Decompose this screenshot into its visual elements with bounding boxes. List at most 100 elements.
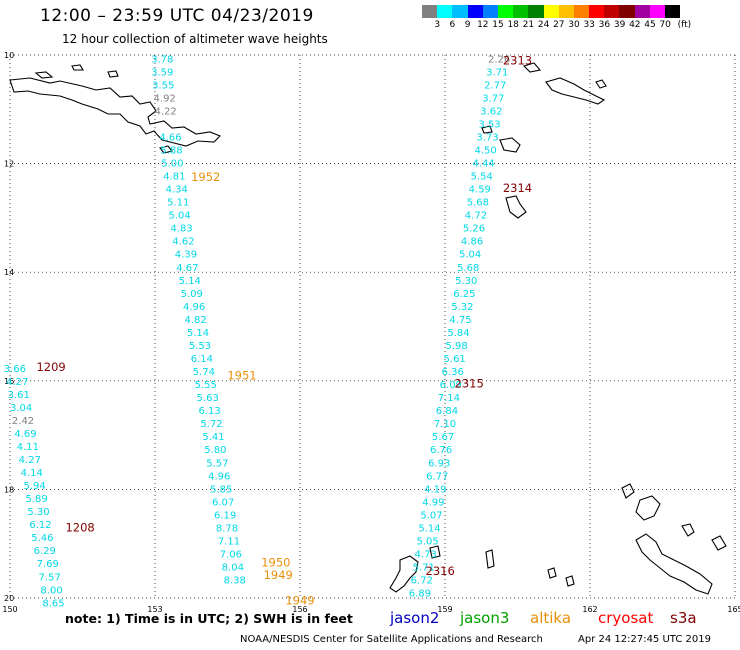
altimeter-tracks: 3.78 3.59 3.55 4.92 4.22 4.66 5.88 5.00 4.81 4.34… [4, 54, 511, 609]
axis-ticks: 150 153 156 159 162 165 10 12 14 16 18 20 [2, 51, 740, 614]
coastline [71, 64, 84, 71]
coastline [635, 533, 713, 595]
pass-time-label: 1952 [191, 170, 220, 184]
coastline [522, 62, 542, 73]
swh-value: 7.69 [37, 559, 59, 570]
swh-value: 6.72 [411, 576, 433, 587]
swh-value: 7.11 [218, 536, 240, 547]
legend-swatch [619, 5, 635, 18]
swh-value: 6.89 [409, 589, 431, 600]
legend-label: 24 [537, 20, 550, 30]
legend-swatch [543, 5, 559, 18]
swh-value: 5.04 [459, 250, 481, 261]
swh-value: 5.71 [413, 563, 435, 574]
x-tick-label: 156 [292, 605, 307, 614]
coastline [545, 77, 606, 105]
swh-value: 5.68 [457, 263, 479, 274]
legend-swatch [437, 5, 453, 18]
swh-value: 7.57 [39, 572, 61, 583]
swh-value: 4.62 [172, 237, 194, 248]
x-tick-label: 159 [437, 605, 452, 614]
swh-value: 6.09 [440, 380, 462, 391]
pass-time-label: 1951 [227, 368, 256, 382]
swh-value: 6.77 [426, 471, 448, 482]
swh-value: 5.30 [455, 276, 477, 287]
coastline [565, 575, 575, 587]
swh-value: 4.22 [155, 106, 177, 117]
swh-value: 8.00 [40, 585, 62, 596]
legend-unit: (ft) [677, 20, 692, 30]
legend-swatch [422, 5, 438, 18]
legend-label: 12 [477, 20, 489, 30]
coastline [635, 495, 661, 521]
swh-value: 5.68 [467, 198, 489, 209]
swh-value: 5.46 [31, 533, 53, 544]
swh-value: 3.55 [152, 80, 174, 91]
pass-time-label: 1209 [36, 360, 65, 374]
legend-label: 3 [434, 20, 441, 30]
swh-value: 5.63 [197, 393, 219, 404]
swh-value: 6.07 [212, 497, 234, 508]
swh-value: 6.14 [191, 354, 213, 365]
swh-value: 5.55 [195, 380, 217, 391]
legend-label: 9 [464, 20, 471, 30]
swh-value: 8.65 [42, 598, 64, 609]
x-tick-label: 153 [147, 605, 162, 614]
y-tick-label: 10 [4, 51, 14, 60]
legend-swatch [634, 5, 650, 18]
page-title: 12:00 – 23:59 UTC 04/23/2019 [40, 6, 314, 26]
swh-value: 3.71 [486, 67, 508, 78]
swh-value: 5.84 [447, 328, 469, 339]
coastline [159, 145, 173, 154]
y-tick-label: 16 [4, 377, 14, 386]
swh-value: 8.04 [222, 563, 244, 574]
swh-value: 4.39 [175, 250, 197, 261]
coastline [505, 195, 527, 219]
swh-value: 6.19 [214, 510, 236, 521]
legend-label: 45 [644, 20, 656, 30]
legend-label: 36 [598, 20, 611, 30]
swh-value: 3.04 [10, 403, 32, 414]
legend-swatch [497, 5, 514, 18]
y-tick-label: 20 [4, 594, 14, 603]
swh-value: 4.83 [170, 224, 192, 235]
pass-time-label: 1949 [264, 568, 293, 582]
time-labels: 2313231423152316195219511950194919491209… [36, 53, 532, 607]
coastline [547, 567, 557, 579]
legend-swatch [573, 5, 590, 18]
swh-value: 4.67 [176, 263, 198, 274]
coastline [485, 549, 495, 569]
legend-swatch [665, 5, 681, 18]
swh-value: 4.75 [449, 315, 471, 326]
footer-note: note: 1) Time is in UTC; 2) SWH is in fe… [65, 611, 353, 626]
coastline [499, 137, 521, 153]
swh-value: 5.09 [181, 289, 203, 300]
swh-value: 8.78 [216, 523, 238, 534]
swh-value: 5.05 [416, 536, 438, 547]
coastline [711, 535, 727, 551]
swh-value: 7.06 [220, 549, 242, 560]
swh-value: 6.12 [29, 520, 51, 531]
swh-value: 5.07 [420, 510, 442, 521]
swh-value: 3.62 [480, 106, 502, 117]
pass-time-label: 2316 [426, 564, 455, 578]
swh-value: 8.38 [224, 576, 246, 587]
swh-value: 5.04 [169, 211, 191, 222]
legend-swatch [558, 5, 574, 18]
swh-value: 2.26 [488, 54, 510, 65]
legend-label: 70 [659, 20, 671, 30]
page-subtitle: 12 hour collection of altimeter wave hei… [62, 32, 328, 46]
satellite-cryosat: cryosat [598, 609, 654, 627]
legend-swatch [452, 5, 468, 18]
pass-time-label: 1949 [285, 594, 314, 608]
legend-swatch [467, 5, 483, 18]
legend-label: 21 [522, 20, 535, 30]
swh-value: 6.93 [428, 458, 450, 469]
swh-value: 4.50 [474, 145, 496, 156]
swh-value: 5.94 [24, 481, 46, 492]
swh-value: 5.72 [200, 419, 222, 430]
satellite-jason2: jason2 [390, 609, 440, 627]
legend-label: 6 [449, 20, 456, 30]
color-scale-legend: 3 6 9 12 15 18 21 24 27 30 33 36 39 42 45 70 (ft) [422, 5, 691, 32]
